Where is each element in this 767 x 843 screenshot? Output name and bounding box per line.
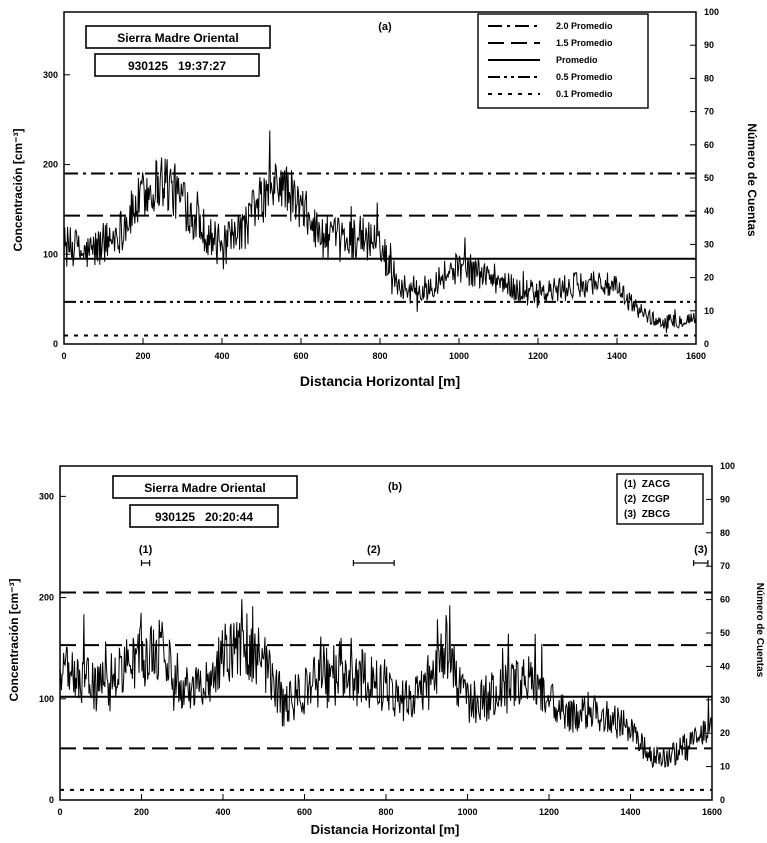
x-tick-label: 400 [214, 351, 229, 361]
legend-label: (2) ZCGP [624, 494, 670, 505]
y2-tick-label: 100 [720, 461, 735, 471]
legend-label: 0.1 Promedio [556, 89, 613, 99]
y-tick-label: 100 [43, 249, 58, 259]
chart-a-y2-axis-label: Número de Cuentas [745, 123, 759, 237]
chart-b-panel-label: (b) [388, 481, 402, 493]
y2-tick-label: 30 [720, 695, 730, 705]
annotation-label: (1) [139, 544, 153, 556]
chart-b-annotations: (1) (2) (3) [139, 544, 708, 566]
x-tick-label: 0 [57, 807, 62, 817]
chart-a: 0 200 400 600 800 1000 1200 1400 1600 0100200300… [11, 7, 759, 389]
x-tick-label: 1600 [686, 351, 706, 361]
chart-b-reference-lines [60, 593, 712, 790]
y2-tick-label: 100 [704, 7, 719, 17]
chart-b-y-axis-label: Concentración [cm⁻³] [7, 578, 21, 701]
y2-tick-label: 20 [704, 273, 714, 283]
chart-a-y2-ticks: 0 10 20 30 40 50 60 70 80 90 100 [690, 7, 719, 349]
y-tick-label: 0 [49, 795, 54, 805]
x-tick-label: 600 [297, 807, 312, 817]
y-tick-label: 200 [43, 160, 58, 170]
chart-a-title: Sierra Madre Oriental [117, 31, 238, 45]
y2-tick-label: 90 [704, 40, 714, 50]
chart-b: 0 200 400 600 800 1000 1200 1400 1600 0100200300… [7, 461, 765, 837]
chart-b-x-axis-label: Distancia Horizontal [m] [311, 822, 460, 837]
x-tick-label: 1200 [539, 807, 559, 817]
chart-b-y2-ticks: 0 10 20 30 40 50 60 70 80 90 100 [706, 461, 735, 805]
y2-tick-label: 80 [704, 73, 714, 83]
legend-label: 0.5 Promedio [556, 72, 613, 82]
y2-tick-label: 70 [720, 561, 730, 571]
x-tick-label: 1000 [457, 807, 477, 817]
x-tick-label: 1600 [702, 807, 722, 817]
x-tick-label: 400 [215, 807, 230, 817]
y2-tick-label: 50 [704, 173, 714, 183]
y2-tick-label: 30 [704, 239, 714, 249]
legend-label: (1) ZACG [624, 479, 670, 490]
y2-tick-label: 80 [720, 528, 730, 538]
chart-b-timestamp: 930125 20:20:44 [155, 510, 253, 524]
legend-label: 1.5 Promedio [556, 38, 613, 48]
chart-b-y-ticks: 0 100 200 300 [39, 491, 66, 805]
y2-tick-label: 10 [704, 306, 714, 316]
x-tick-label: 200 [135, 351, 150, 361]
x-tick-label: 1200 [528, 351, 548, 361]
chart-b-series [60, 599, 712, 767]
annotation-label: (3) [694, 544, 708, 556]
x-tick-label: 600 [293, 351, 308, 361]
x-tick-label: 1400 [620, 807, 640, 817]
legend-label: Promedio [556, 55, 598, 65]
chart-a-x-ticks: 0 200 400 600 800 1000 1200 1400 1600 [61, 338, 706, 361]
y-tick-label: 100 [39, 694, 54, 704]
y-tick-label: 300 [43, 70, 58, 80]
y2-tick-label: 0 [704, 339, 709, 349]
chart-b-title: Sierra Madre Oriental [144, 481, 265, 495]
y2-tick-label: 90 [720, 494, 730, 504]
x-tick-label: 1000 [449, 351, 469, 361]
y2-tick-label: 70 [704, 107, 714, 117]
chart-b-legend-entries: (1) ZACG (2) ZCGP (3) ZBCG [624, 479, 670, 520]
legend-label: (3) ZBCG [624, 509, 670, 520]
y2-tick-label: 0 [720, 795, 725, 805]
y2-tick-label: 20 [720, 728, 730, 738]
y2-tick-label: 40 [720, 661, 730, 671]
y2-tick-label: 60 [720, 595, 730, 605]
y2-tick-label: 40 [704, 206, 714, 216]
x-tick-label: 800 [372, 351, 387, 361]
chart-a-x-axis-label: Distancia Horizontal [m] [300, 373, 460, 389]
series-line [60, 599, 712, 767]
y-tick-label: 300 [39, 491, 54, 501]
y-tick-label: 200 [39, 593, 54, 603]
y-tick-label: 0 [53, 339, 58, 349]
chart-a-panel-label: (a) [378, 21, 392, 33]
chart-b-x-ticks: 0 200 400 600 800 1000 1200 1400 1600 [57, 794, 722, 817]
x-tick-label: 200 [134, 807, 149, 817]
x-tick-label: 0 [61, 351, 66, 361]
chart-a-y-ticks: 0 100 200 300 [43, 70, 70, 349]
y2-tick-label: 50 [720, 628, 730, 638]
x-tick-label: 800 [378, 807, 393, 817]
chart-a-y-axis-label: Concentración [cm⁻³] [11, 128, 25, 251]
chart-b-y2-axis-label: Número de Cuentas [754, 583, 765, 678]
chart-a-timestamp: 930125 19:37:27 [128, 59, 226, 73]
y2-tick-label: 10 [720, 762, 730, 772]
annotation-label: (2) [367, 544, 381, 556]
x-tick-label: 1400 [607, 351, 627, 361]
y2-tick-label: 60 [704, 140, 714, 150]
legend-label: 2.0 Promedio [556, 21, 613, 31]
